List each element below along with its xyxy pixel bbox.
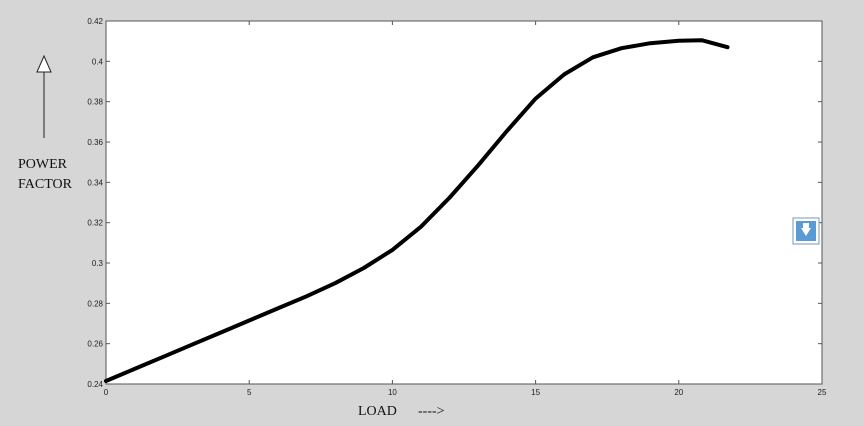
ylabel-line-1: POWER [18,157,68,172]
x-tick-label: 5 [247,388,252,397]
y-tick-label: 0.28 [87,299,103,308]
y-tick-label: 0.38 [87,98,103,107]
x-tick-label: 20 [674,388,683,397]
y-tick-label: 0.26 [87,340,103,349]
power-factor-line [104,38,730,383]
x-tick-label: 10 [388,388,397,397]
y-tick-label: 0.24 [87,380,103,389]
power-factor-annotation: POWER FACTOR [18,54,73,192]
xlabel-arrow: ----> [418,404,445,419]
y-tick-label: 0.4 [92,57,104,66]
xlabel: LOAD [358,404,397,419]
y-tick-label: 0.36 [87,138,103,147]
ylabel-line-2: FACTOR [18,177,73,192]
y-tick-label: 0.34 [87,178,103,187]
x-tick-label: 0 [104,388,109,397]
y-tick-label: 0.32 [87,219,103,228]
x-tick-label: 15 [531,388,540,397]
up-arrow-icon [36,54,52,73]
y-tick-label: 0.42 [87,17,103,26]
down-arrow-icon [801,228,811,236]
load-annotation: LOAD ----> [358,404,445,419]
axes-box [105,20,823,385]
dock-button[interactable] [792,217,820,245]
tick-labels: 0 5 10 15 20 25 0.24 0.26 0.28 0.3 0.32 0.34 0.36 0.3… [87,17,827,397]
down-arrow-stem [803,223,809,228]
tick-marks [105,20,823,385]
x-tick-label: 25 [818,388,827,397]
y-tick-label: 0.3 [92,259,104,268]
